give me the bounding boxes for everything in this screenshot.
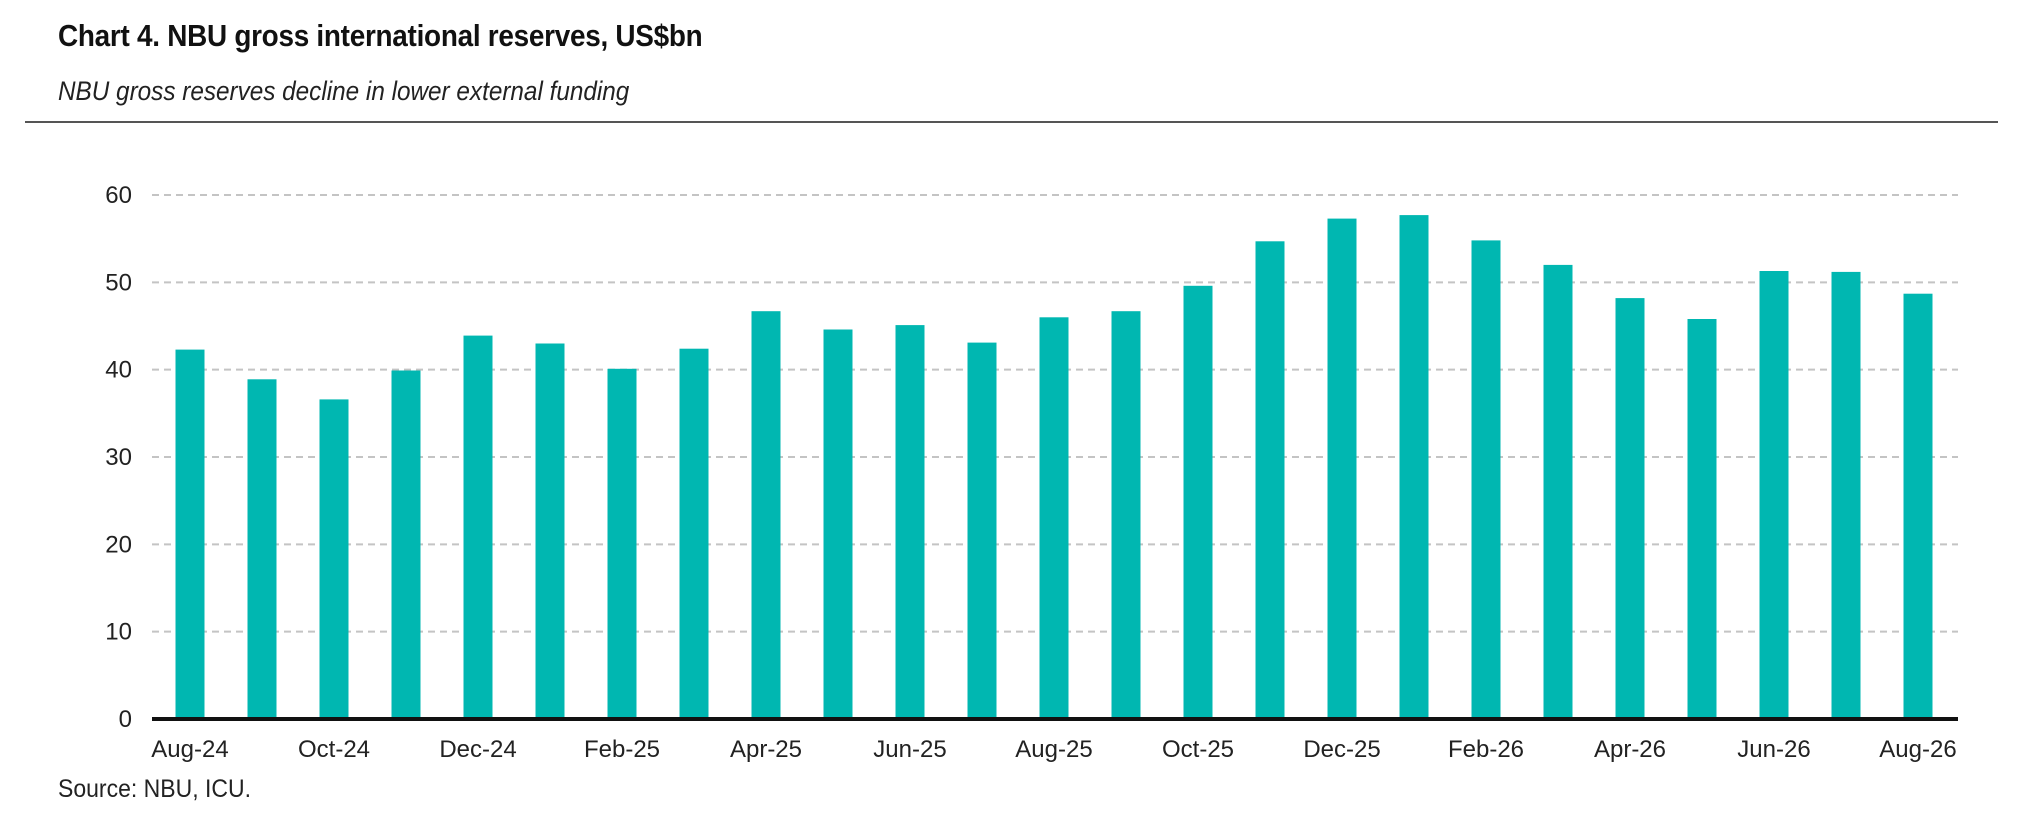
bar	[1399, 215, 1429, 719]
x-tick-label: Feb-25	[584, 736, 660, 763]
bar	[463, 335, 493, 719]
x-tick-label: Oct-24	[298, 736, 370, 763]
x-tick-label: Jun-25	[873, 736, 946, 763]
bar	[1255, 241, 1285, 720]
bar	[1831, 271, 1861, 719]
x-tick-label: Apr-26	[1594, 736, 1666, 763]
bar	[175, 349, 205, 719]
y-tick-label: 0	[119, 706, 132, 733]
bar	[1183, 285, 1213, 719]
bar	[1615, 298, 1645, 719]
bar	[535, 343, 565, 719]
bars	[175, 215, 1933, 720]
bar	[1759, 271, 1789, 719]
bar	[1687, 319, 1717, 719]
chart-title: Chart 4. NBU gross international reserve…	[58, 18, 703, 53]
bar	[319, 399, 349, 719]
bar	[391, 370, 421, 719]
bar	[1039, 317, 1069, 719]
y-tick-label: 10	[105, 619, 132, 646]
x-tick-label: Aug-24	[151, 736, 228, 763]
bar	[751, 311, 781, 719]
bar	[895, 325, 925, 719]
y-tick-label: 50	[105, 269, 132, 296]
bar	[607, 368, 637, 719]
bar	[1543, 264, 1573, 719]
x-tick-label: Feb-26	[1448, 736, 1524, 763]
x-tick-label: Aug-25	[1015, 736, 1092, 763]
source-note: Source: NBU, ICU.	[58, 775, 251, 803]
y-tick-label: 20	[105, 531, 132, 558]
bar	[1471, 240, 1501, 719]
y-axis-ticks: 0 10 20 30 40 50 60	[105, 182, 132, 733]
bar	[967, 342, 997, 719]
y-tick-label: 30	[105, 444, 132, 471]
x-tick-label: Jun-26	[1737, 736, 1810, 763]
x-tick-label: Dec-25	[1303, 736, 1380, 763]
y-tick-label: 40	[105, 357, 132, 384]
chart-subtitle: NBU gross reserves decline in lower exte…	[58, 76, 630, 106]
x-tick-label: Oct-25	[1162, 736, 1234, 763]
bar	[1327, 218, 1357, 719]
x-tick-label: Apr-25	[730, 736, 802, 763]
bar	[1903, 293, 1933, 719]
bar	[1111, 311, 1141, 719]
bar	[823, 329, 853, 719]
y-tick-label: 60	[105, 182, 132, 209]
bar	[679, 348, 709, 719]
x-axis-ticks: Aug-24 Oct-24 Dec-24 Feb-25 Apr-25 Jun-25 Aug-…	[151, 736, 1956, 763]
header-divider	[25, 121, 1998, 123]
x-tick-label: Aug-26	[1879, 736, 1956, 763]
bar	[247, 379, 277, 719]
x-tick-label: Dec-24	[439, 736, 516, 763]
